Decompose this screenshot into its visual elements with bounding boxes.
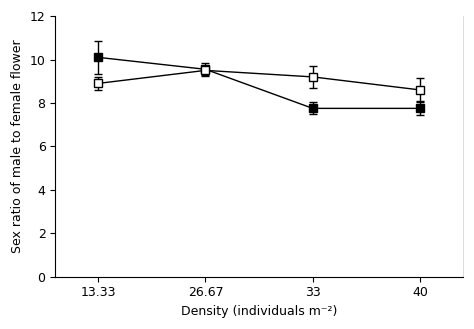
Y-axis label: Sex ratio of male to female flower: Sex ratio of male to female flower <box>11 39 24 253</box>
X-axis label: Density (individuals m⁻²): Density (individuals m⁻²) <box>181 305 337 318</box>
